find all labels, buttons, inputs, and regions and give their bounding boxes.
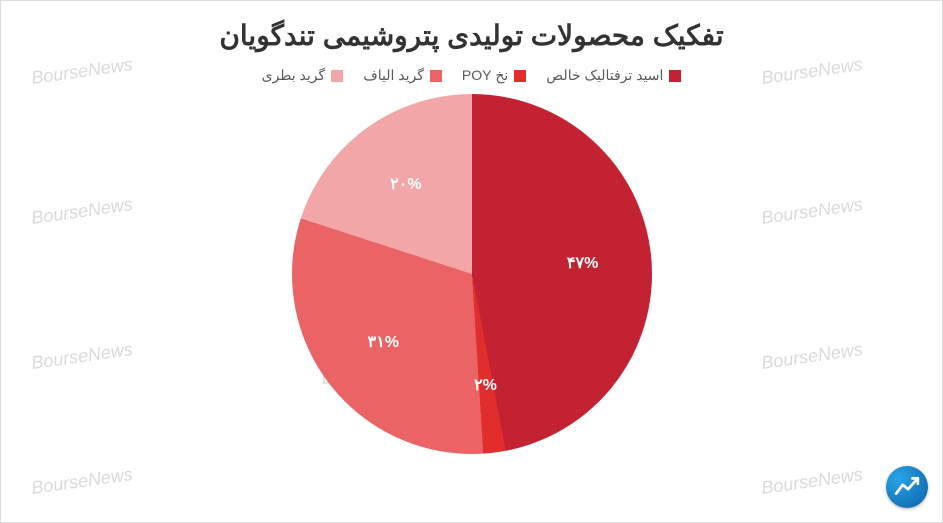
boursenews-logo	[886, 466, 928, 508]
chart-legend: اسید ترفتالیک خالص نخ POY گرید الیاف گرید ب…	[1, 67, 942, 84]
watermark-text: BourseNews	[30, 464, 134, 499]
watermark-text: BourseNews	[760, 464, 864, 499]
chart-line-icon	[894, 474, 920, 500]
pie-chart: ۴۷% ۲% ۳۱% ۲۰%	[1, 94, 942, 454]
legend-label: اسید ترفتالیک خالص	[546, 67, 663, 84]
legend-swatch	[514, 70, 526, 82]
legend-swatch	[430, 70, 442, 82]
legend-item: نخ POY	[462, 67, 526, 84]
legend-label: گرید الیاف	[363, 67, 424, 84]
legend-swatch	[669, 70, 681, 82]
legend-item: اسید ترفتالیک خالص	[546, 67, 681, 84]
pie-slice-label: ۲۰%	[390, 174, 421, 194]
legend-item: گرید بطری	[262, 67, 344, 84]
legend-item: گرید الیاف	[363, 67, 442, 84]
pie-slice-label: ۲%	[474, 375, 497, 395]
pie-slice-label: ۳۱%	[368, 332, 399, 352]
chart-title: تفکیک محصولات تولیدی پتروشیمی تندگویان	[1, 19, 942, 52]
legend-swatch	[331, 70, 343, 82]
legend-label: گرید بطری	[262, 67, 326, 84]
pie-slice-label: ۴۷%	[567, 253, 598, 273]
legend-label: نخ POY	[462, 67, 508, 84]
